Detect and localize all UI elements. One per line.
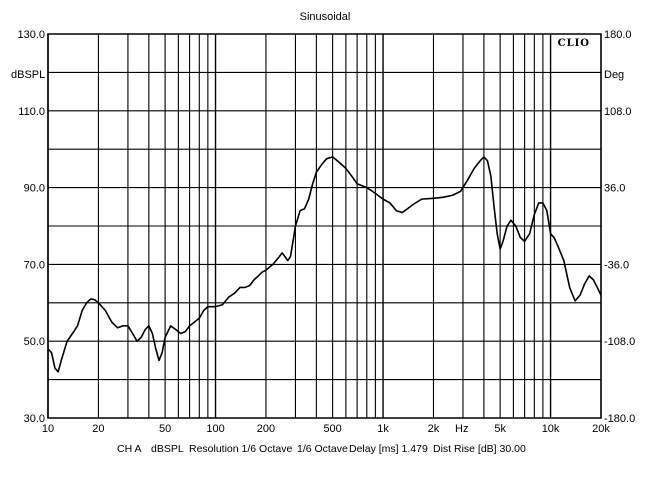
- left-tick-label: 50.0: [24, 336, 45, 348]
- right-tick-label: -180.0: [604, 413, 635, 425]
- series-group: [47, 156, 602, 373]
- x-axis-unit-label: Hz: [455, 423, 468, 435]
- left-tick-label: 90.0: [24, 183, 45, 195]
- x-tick-label: 10k: [542, 423, 560, 435]
- x-tick-label: 500: [323, 423, 341, 435]
- brand-logo-text: CLIO: [558, 38, 590, 49]
- left-axis-label: dBSPL: [11, 69, 45, 81]
- left-tick-label: 130.0: [17, 29, 45, 41]
- x-tick-label: 5k: [494, 423, 506, 435]
- x-tick-label: 100: [206, 423, 224, 435]
- footer-delay: Delay [ms] 1.479: [349, 443, 428, 455]
- x-tick-label: 200: [257, 423, 275, 435]
- x-tick-label: 50: [159, 423, 171, 435]
- left-tick-label: 110.0: [18, 106, 45, 118]
- right-tick-label: 36.0: [604, 183, 625, 195]
- x-tick-labels: 10 20 50 100 200 500 1k 2k 5k 10k 20k: [42, 423, 610, 435]
- x-tick-label: 10: [42, 423, 54, 435]
- right-tick-label: -36.0: [604, 259, 629, 271]
- chart-title: Sinusoidal: [300, 11, 351, 23]
- left-tick-labels: 130.0 110.0 90.0 70.0 50.0 30.0: [17, 29, 45, 425]
- right-tick-labels: 180.0 108.0 36.0 -36.0 -108.0 -180.0: [604, 29, 635, 425]
- series-line: [47, 156, 602, 373]
- right-tick-label: 108.0: [604, 106, 632, 118]
- x-tick-label: 1k: [377, 423, 389, 435]
- right-axis-label: Deg: [604, 69, 624, 81]
- footer-resolution: Resolution 1/6 Octave: [189, 443, 292, 455]
- x-tick-label: 20: [92, 423, 104, 435]
- left-tick-label: 70.0: [24, 259, 45, 271]
- right-tick-label: 180.0: [604, 29, 632, 41]
- footer-smoothing: 1/6 Octave: [297, 443, 348, 455]
- right-tick-label: -108.0: [604, 336, 635, 348]
- footer-dist-rise: Dist Rise [dB] 30.00: [433, 443, 526, 455]
- x-tick-label: 20k: [592, 423, 610, 435]
- plot-frame: [47, 33, 602, 419]
- left-tick-label: 30.0: [24, 413, 45, 425]
- x-tick-label: 2k: [428, 423, 440, 435]
- footer-channel: CH A: [117, 443, 142, 455]
- footer-unit: dBSPL: [151, 443, 184, 455]
